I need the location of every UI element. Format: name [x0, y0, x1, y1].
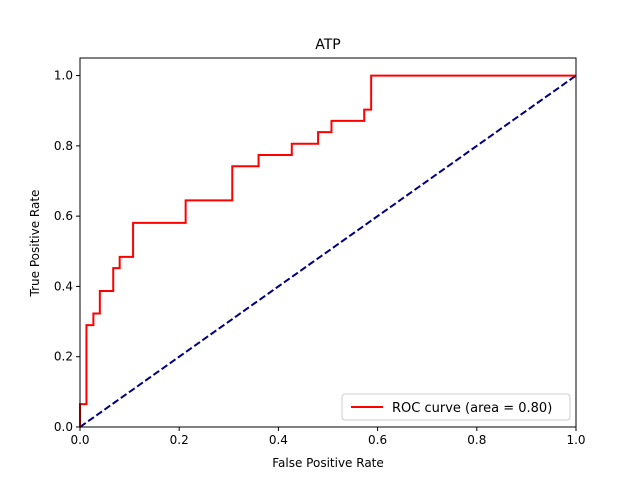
y-axis-label: True Positive Rate: [28, 190, 42, 298]
series-line-chance: [79, 74, 577, 428]
plot-area: 0.0 0.2 0.4 0.6 0.8 1.0 0.0 0.2 0.4 0.6 0.8 1.0: [54, 57, 586, 447]
y-tick-label: 0.0: [54, 420, 73, 434]
series-line-roc: [79, 74, 576, 427]
axes-frame: [79, 57, 577, 428]
x-axis-label: False Positive Rate: [272, 456, 384, 470]
x-tick-label: 0.4: [269, 433, 288, 447]
y-tick-label: 0.6: [54, 209, 73, 223]
y-tick-label: 1.0: [54, 69, 73, 83]
legend-box: [341, 393, 571, 421]
y-tick-label: 0.8: [54, 139, 73, 153]
legend-label-roc: ROC curve (area = 0.80): [392, 401, 552, 416]
chart-title: ATP: [315, 37, 340, 53]
x-tick-label: 0.0: [70, 433, 89, 447]
y-tick-label: 0.4: [54, 279, 73, 293]
legend: ROC curve (area = 0.80): [341, 393, 571, 421]
x-tick-label: 1.0: [566, 433, 585, 447]
x-tick-label: 0.2: [170, 433, 189, 447]
x-tick-label: 0.8: [467, 433, 486, 447]
y-tick-label: 0.2: [54, 350, 73, 364]
x-tick-label: 0.6: [368, 433, 387, 447]
